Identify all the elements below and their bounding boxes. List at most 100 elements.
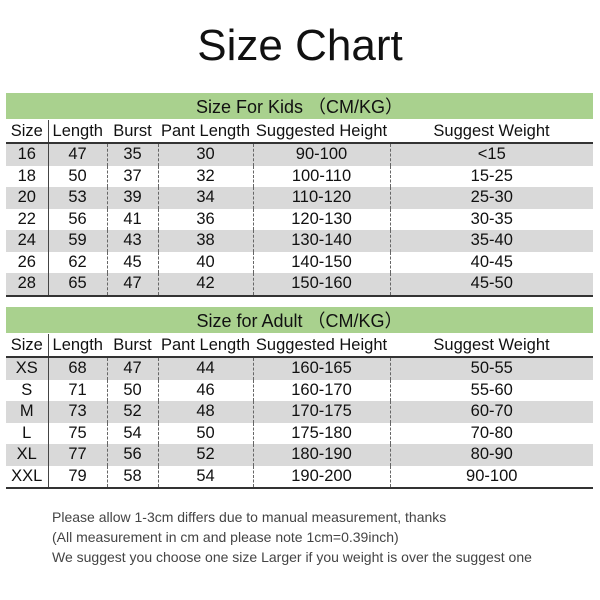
table-cell: 56 bbox=[48, 208, 108, 230]
table-cell: 20 bbox=[6, 187, 49, 209]
kids-header-row: Size Length Burst Pant Length Suggested Heig… bbox=[6, 119, 594, 144]
table-cell: 54 bbox=[107, 422, 159, 444]
table-cell: 50 bbox=[48, 165, 108, 187]
table-row: 26 62 45 40 140-150 40-45 bbox=[6, 251, 593, 273]
table-cell: 42 bbox=[158, 273, 254, 297]
table-cell: XXL bbox=[6, 465, 49, 489]
table-row: 22 56 41 36 120-130 30-35 bbox=[6, 208, 593, 230]
table-cell: L bbox=[6, 422, 49, 444]
table-cell: 22 bbox=[6, 208, 49, 230]
table-row: XXL 79 58 54 190-200 90-100 bbox=[6, 465, 593, 489]
table-row: L 75 54 50 175-180 70-80 bbox=[6, 422, 593, 444]
notes: Please allow 1-3cm differs due to manual… bbox=[52, 507, 532, 567]
table-cell: 16 bbox=[6, 143, 49, 166]
table-cell: 18 bbox=[6, 165, 49, 187]
note-line: (All measurement in cm and please note 1… bbox=[52, 529, 399, 545]
note-line: Please allow 1-3cm differs due to manual… bbox=[52, 509, 447, 525]
table-cell: 175-180 bbox=[253, 422, 391, 444]
column-header: Burst bbox=[107, 119, 158, 144]
table-cell: 35 bbox=[107, 143, 159, 166]
table-cell: 65 bbox=[48, 273, 108, 297]
table-cell: 52 bbox=[158, 444, 254, 466]
table-cell: 50 bbox=[158, 422, 254, 444]
table-cell: 28 bbox=[6, 273, 49, 297]
column-header: Suggest Weight bbox=[390, 333, 593, 358]
table-cell: 52 bbox=[107, 401, 159, 423]
column-header: Size bbox=[6, 119, 49, 144]
table-cell: 35-40 bbox=[390, 230, 594, 252]
table-cell: 47 bbox=[107, 273, 159, 297]
table-cell: 56 bbox=[107, 444, 159, 466]
table-cell: 46 bbox=[158, 379, 254, 401]
table-cell: 62 bbox=[48, 251, 108, 273]
column-header: Size bbox=[6, 333, 49, 358]
adult-size-table: Size for Adult （CM/KG） Size Length Burst Pa… bbox=[6, 307, 593, 489]
column-header: Pant Length bbox=[158, 333, 253, 358]
table-cell: 37 bbox=[107, 165, 159, 187]
table-cell: 43 bbox=[107, 230, 159, 252]
kids-table-body: 16 47 35 30 90-100 <15 18 50 37 32 100-110 15-25 20 5… bbox=[6, 143, 594, 297]
column-header: Suggested Height bbox=[253, 119, 390, 144]
table-cell: 70-80 bbox=[470, 423, 513, 442]
page-title: Size Chart bbox=[197, 21, 403, 70]
table-cell: 80-90 bbox=[390, 444, 593, 466]
table-cell: 58 bbox=[107, 465, 159, 489]
table-cell: 160-170 bbox=[253, 379, 391, 401]
table-cell: 160-165 bbox=[253, 357, 391, 380]
column-header: Burst bbox=[107, 333, 158, 358]
table-cell: 45-50 bbox=[390, 273, 594, 297]
table-cell: <15 bbox=[390, 143, 594, 166]
table-cell: 140-150 bbox=[253, 251, 391, 273]
table-row: 18 50 37 32 100-110 15-25 bbox=[6, 165, 593, 187]
table-cell: 44 bbox=[158, 357, 254, 380]
adult-table-caption: Size for Adult （CM/KG） bbox=[6, 307, 593, 334]
kids-size-table: Size For Kids （CM/KG） Size Length Burst Pan… bbox=[6, 93, 594, 297]
table-cell: XL bbox=[6, 444, 49, 466]
table-row: XS 68 47 44 160-165 50-55 bbox=[6, 357, 593, 380]
table-cell: 59 bbox=[48, 230, 108, 252]
table-cell: 38 bbox=[158, 230, 254, 252]
table-cell: 36 bbox=[158, 208, 254, 230]
table-cell: 53 bbox=[48, 187, 108, 209]
table-cell: 90-100 bbox=[390, 465, 593, 489]
table-cell: 79 bbox=[48, 465, 108, 489]
table-cell: 41 bbox=[107, 208, 159, 230]
table-row: 20 53 39 34 110-120 25-30 bbox=[6, 187, 594, 209]
adult-header-row: Size Length Burst Pant Length Suggested Heig… bbox=[6, 333, 593, 358]
table-cell: 47 bbox=[48, 143, 108, 166]
table-cell: 73 bbox=[48, 401, 108, 423]
column-header: Suggest Weight bbox=[390, 119, 594, 144]
table-cell: 40-45 bbox=[470, 252, 513, 271]
table-cell: 75 bbox=[48, 422, 108, 444]
table-cell: 71 bbox=[48, 379, 108, 401]
table-cell: 130-140 bbox=[253, 230, 391, 252]
table-cell: 48 bbox=[158, 401, 254, 423]
table-cell: 24 bbox=[6, 230, 49, 252]
table-cell: 47 bbox=[107, 357, 159, 380]
table-cell: S bbox=[6, 379, 49, 401]
table-cell: 120-130 bbox=[253, 208, 391, 230]
table-row: 16 47 35 30 90-100 <15 bbox=[6, 143, 594, 166]
table-cell: 90-100 bbox=[253, 143, 391, 166]
adult-table-body: XS 68 47 44 160-165 50-55 S 71 50 46 160-170 55-60 M… bbox=[6, 357, 593, 489]
table-cell: 55-60 bbox=[470, 380, 513, 399]
table-cell: 54 bbox=[158, 465, 254, 489]
table-row: XL 77 56 52 180-190 80-90 bbox=[6, 444, 593, 466]
table-row: S 71 50 46 160-170 55-60 bbox=[6, 379, 593, 401]
column-header: Pant Length bbox=[158, 119, 253, 144]
table-cell: 45 bbox=[107, 251, 159, 273]
table-cell: 77 bbox=[48, 444, 108, 466]
table-cell: 15-25 bbox=[470, 166, 513, 185]
table-cell: 39 bbox=[107, 187, 159, 209]
table-cell: XS bbox=[6, 357, 49, 380]
table-cell: 26 bbox=[6, 251, 49, 273]
column-header: Length bbox=[48, 119, 107, 144]
column-header: Length bbox=[48, 333, 107, 358]
table-cell: 100-110 bbox=[253, 165, 391, 187]
table-cell: 50 bbox=[107, 379, 159, 401]
table-cell: 170-175 bbox=[253, 401, 391, 423]
table-cell: M bbox=[6, 401, 49, 423]
table-cell: 30-35 bbox=[470, 209, 513, 228]
table-row: 24 59 43 38 130-140 35-40 bbox=[6, 230, 594, 252]
column-header: Suggested Height bbox=[253, 333, 390, 358]
